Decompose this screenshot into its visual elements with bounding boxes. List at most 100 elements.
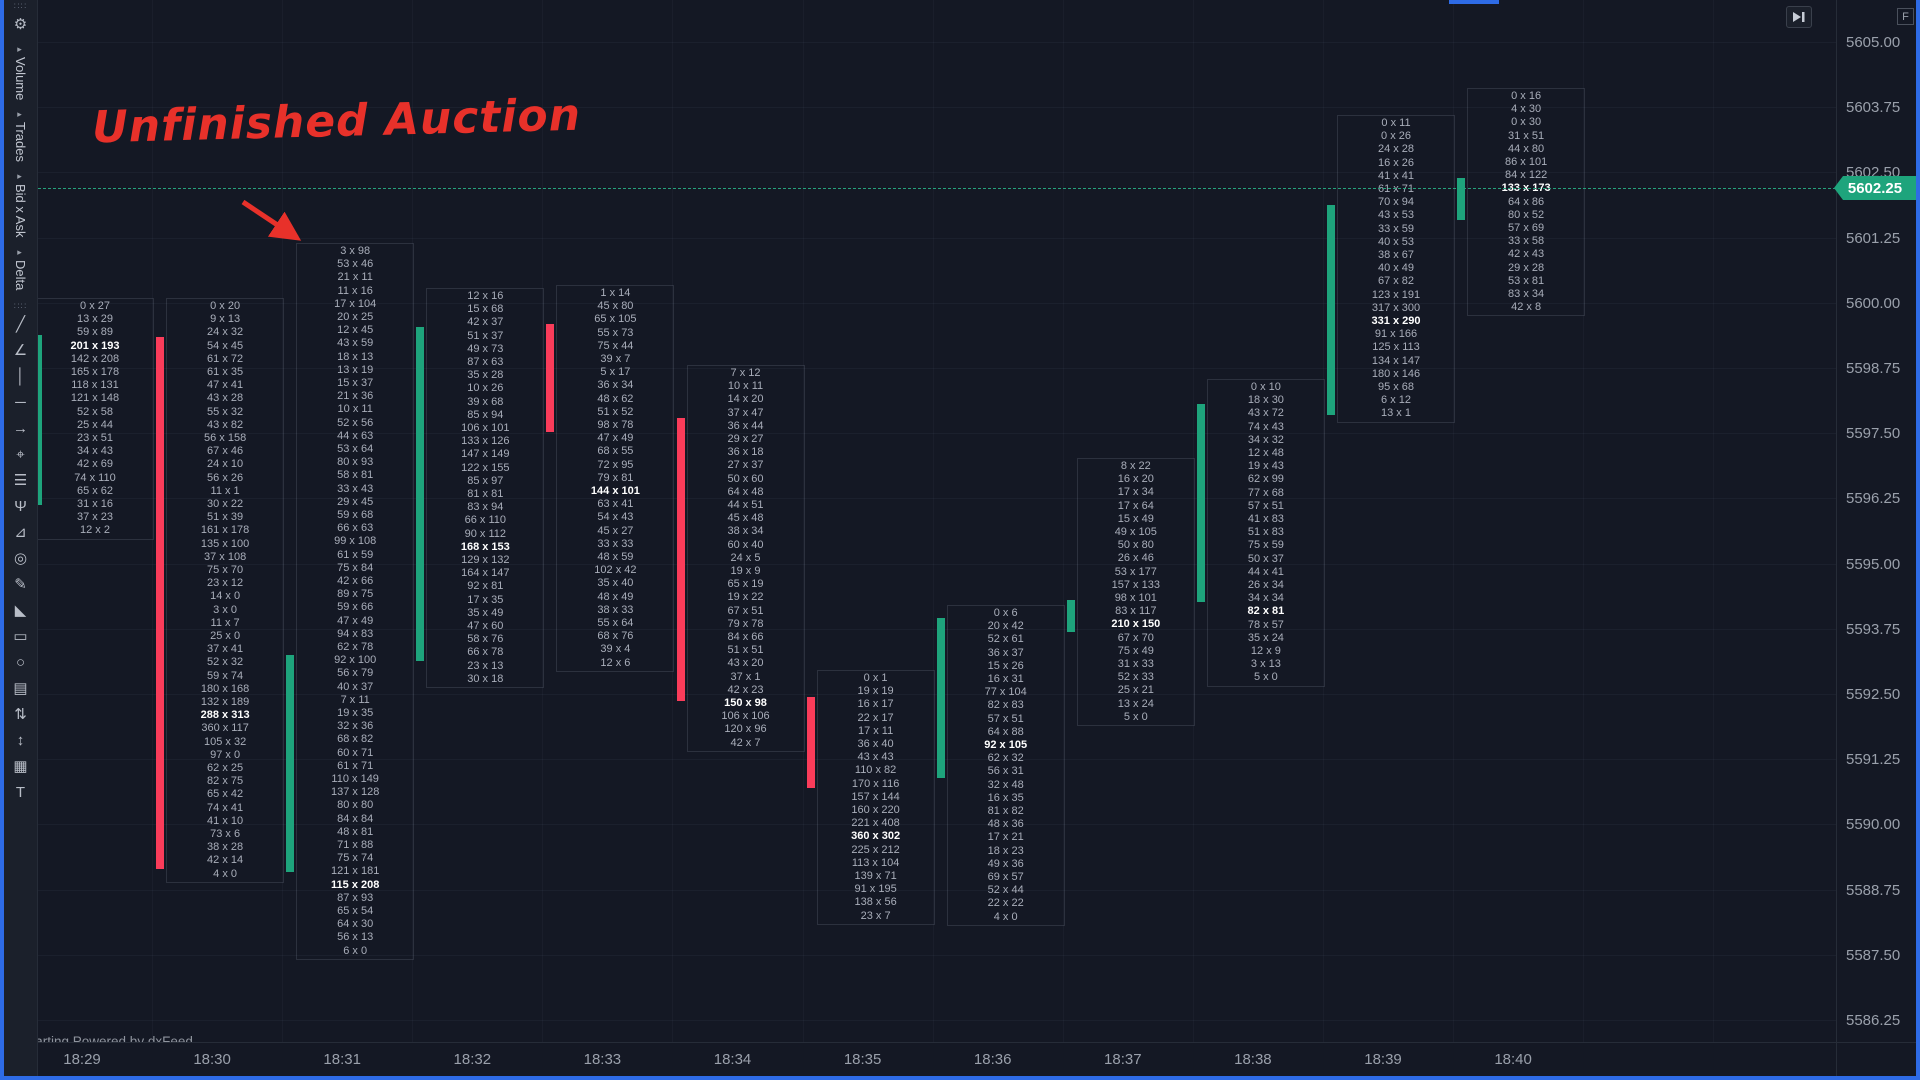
- bidask-row: 64 x 88: [987, 725, 1024, 738]
- price-range-tool-icon[interactable]: ↕: [16, 731, 25, 749]
- panel-toggle-bid-x-ask[interactable]: ▸ Bid x Ask: [13, 166, 28, 241]
- price-axis[interactable]: 5605.00 5603.75 5602.50 5601.25 5600.00 5598.…: [1836, 0, 1916, 1042]
- candle-body-down: [676, 418, 685, 701]
- bidask-row: 142 x 208: [70, 352, 120, 365]
- toolbar-grip-icon[interactable]: ∷∷: [13, 1, 28, 11]
- time-axis[interactable]: 18:29 18:30 18:31 18:32 18:33 18:34 18:35 18:36…: [38, 1042, 1836, 1076]
- bidask-row: 66 x 78: [467, 646, 504, 659]
- bidask-row: 37 x 47: [727, 406, 764, 419]
- footprint-cell-border: [686, 365, 805, 752]
- bidask-row: 132 x 189: [200, 696, 250, 708]
- panel-toggle-volume[interactable]: ▸ Volume: [13, 39, 28, 104]
- bidask-row: 75 x 49: [1117, 644, 1154, 657]
- bidask-row: 29 x 27: [727, 433, 764, 445]
- bidask-row: 225 x 212: [851, 843, 900, 856]
- annotation-arrow-icon[interactable]: [225, 190, 335, 270]
- text-tool-icon[interactable]: T: [15, 783, 26, 801]
- price-axis-label: 5590.00: [1846, 816, 1901, 834]
- bidask-row: 50 x 80: [1117, 539, 1154, 552]
- bidask-row: 129 x 132: [461, 554, 510, 566]
- candle-body-up: [38, 335, 42, 505]
- bidask-row: 64 x 30: [337, 918, 374, 931]
- bidask-row: 0 x 27: [80, 300, 110, 312]
- fib-circle-tool-icon[interactable]: ◎: [13, 550, 28, 568]
- bidask-row: 32 x 48: [987, 778, 1024, 791]
- bidask-row: 17 x 64: [1117, 499, 1154, 512]
- price-axis-label: 5591.25: [1846, 751, 1901, 769]
- bidask-row: 11 x 1: [210, 484, 240, 497]
- bidask-row: 49 x 73: [467, 342, 504, 355]
- bidask-row: 38 x 67: [1377, 249, 1415, 261]
- window-edge-bottom: [0, 1076, 1920, 1080]
- arrow-tool-icon[interactable]: →: [13, 419, 28, 437]
- bidask-row: 122 x 155: [461, 461, 510, 474]
- skip-to-end-icon: [1793, 12, 1805, 22]
- price-axis-settings-icon[interactable]: F: [1897, 8, 1914, 25]
- bidask-row: 22 x 17: [857, 711, 894, 724]
- parallel-channel-tool-icon[interactable]: ☰: [13, 472, 28, 490]
- bidask-row: 66 x 63: [337, 522, 374, 535]
- gann-tool-icon[interactable]: ▤: [13, 680, 28, 698]
- bidask-row: 14 x 20: [727, 393, 764, 406]
- chart-canvas[interactable]: 0 x 27 13 x 29 59 x 89 201 x 193 142 x 208 16…: [38, 0, 1836, 1042]
- bidask-row: 51 x 83: [1247, 526, 1284, 539]
- bidask-row: 57 x 51: [987, 712, 1024, 725]
- triangle-shape-tool-icon[interactable]: ◣: [14, 602, 27, 620]
- settings-gear-icon[interactable]: ⚙: [13, 16, 28, 33]
- long-short-tool-icon[interactable]: ⇅: [14, 706, 27, 724]
- bidask-row-poc: 331 x 290: [1371, 315, 1421, 327]
- bidask-row: 64 x 86: [1508, 195, 1545, 208]
- bidask-row: 40 x 53: [1377, 235, 1415, 248]
- jump-to-latest-button[interactable]: [1786, 6, 1812, 28]
- current-price-line: [38, 188, 1836, 189]
- horizontal-line-tool-icon[interactable]: ─: [15, 393, 26, 411]
- panel-toggle-trades[interactable]: ▸ Trades: [13, 104, 28, 166]
- bidask-row: 37 x 23: [76, 511, 114, 524]
- annotation-unfinished-auction[interactable]: Unfinished Auction: [91, 90, 581, 154]
- price-axis-label: 5593.75: [1846, 620, 1901, 638]
- pattern-grid-tool-icon[interactable]: ▦: [13, 758, 28, 776]
- bidask-row: 1 x 14: [600, 287, 631, 299]
- pitchfork-tool-icon[interactable]: Ψ: [14, 497, 27, 515]
- bidask-row: 38 x 28: [207, 841, 244, 854]
- bidask-row: 19 x 9: [730, 565, 761, 577]
- bidask-row: 4 x 0: [213, 867, 238, 880]
- ellipse-tool-icon[interactable]: ○: [15, 653, 26, 671]
- panel-toggle-delta[interactable]: ▸ Delta: [13, 242, 28, 294]
- bidask-row: 15 x 26: [987, 659, 1024, 672]
- trend-line-tool-icon[interactable]: ╱: [15, 316, 26, 334]
- bidask-row: 85 x 94: [467, 408, 504, 421]
- bidask-row: 34 x 43: [76, 445, 114, 458]
- bidask-row: 75 x 59: [1247, 539, 1284, 552]
- bidask-row: 87 x 93: [337, 891, 374, 904]
- bidask-row: 12 x 9: [1250, 645, 1281, 657]
- bidask-row-poc: 150 x 98: [724, 697, 767, 709]
- bidask-row: 45 x 27: [597, 524, 634, 537]
- cross-line-tool-icon[interactable]: ⌖: [16, 445, 25, 463]
- triangle-pattern-tool-icon[interactable]: ⊿: [14, 524, 27, 542]
- bidask-row: 25 x 0: [210, 630, 241, 642]
- bidask-row: 80 x 80: [337, 799, 374, 812]
- vertical-line-tool-icon[interactable]: │: [15, 367, 26, 385]
- bidask-row-poc: 115 x 208: [331, 878, 380, 891]
- bidask-row: 110 x 82: [854, 764, 897, 777]
- bidask-row: 23 x 13: [467, 659, 504, 672]
- bidask-row: 44 x 41: [1247, 565, 1284, 578]
- price-axis-label: 5600.00: [1846, 294, 1901, 312]
- annotation-text: Unfinished Auction: [91, 89, 582, 154]
- candle-body-up: [1457, 178, 1466, 220]
- bidask-row: 30 x 18: [467, 672, 504, 685]
- bidask-row: 31 x 33: [1117, 658, 1154, 670]
- bidask-row: 83 x 94: [467, 501, 504, 514]
- horizontal-scrollbar-thumb[interactable]: [1449, 0, 1499, 4]
- chevron-expand-icon: ▸: [15, 247, 26, 258]
- bidask-row: 48 x 62: [597, 392, 634, 405]
- bidask-row: 62 x 25: [207, 762, 244, 774]
- bidask-row: 160 x 220: [851, 804, 900, 816]
- toolbar-grip-icon[interactable]: ∷∷: [13, 301, 28, 312]
- rectangle-tool-icon[interactable]: ▭: [13, 628, 28, 646]
- bidask-row: 55 x 73: [597, 326, 634, 339]
- brush-tool-icon[interactable]: ✎: [14, 576, 27, 594]
- bidask-row: 52 x 44: [987, 884, 1024, 897]
- angle-tool-icon[interactable]: ∠: [13, 342, 28, 360]
